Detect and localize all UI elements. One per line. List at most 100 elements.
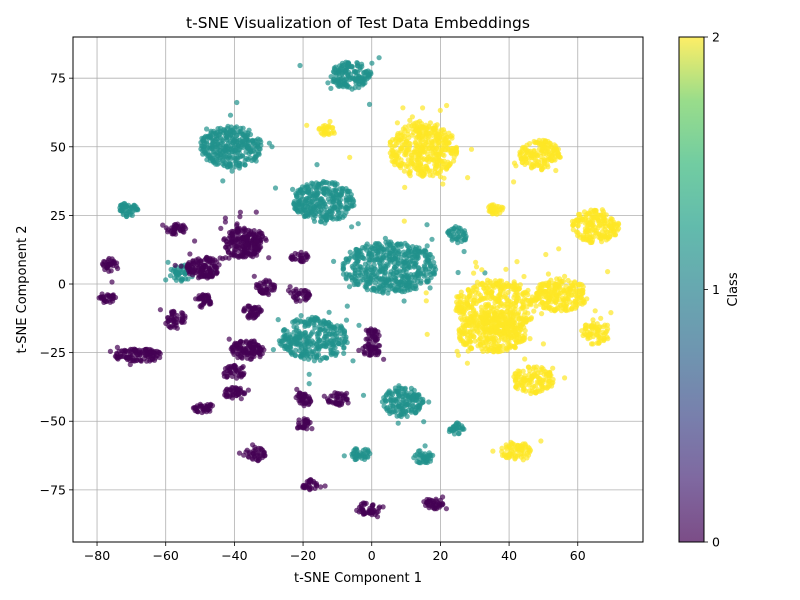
point (514, 331, 521, 337)
point (502, 301, 508, 307)
point (539, 299, 546, 305)
point (216, 262, 222, 268)
point (342, 338, 348, 344)
point (160, 222, 166, 228)
point (306, 291, 312, 297)
point (96, 295, 102, 301)
point (169, 231, 175, 237)
point (330, 350, 336, 356)
data-points (96, 55, 622, 520)
point (527, 447, 534, 453)
point (456, 431, 462, 437)
point (552, 281, 558, 287)
point (311, 354, 317, 360)
point (337, 197, 344, 203)
point (305, 316, 311, 322)
point (311, 358, 317, 364)
point (494, 305, 500, 311)
point (234, 124, 240, 130)
point (306, 371, 312, 377)
point (404, 402, 410, 408)
point (171, 322, 177, 328)
point (190, 268, 196, 274)
point (424, 331, 430, 337)
point (568, 283, 574, 289)
point (331, 199, 337, 205)
point (510, 179, 517, 185)
point (464, 360, 470, 366)
point (392, 287, 398, 293)
point (359, 455, 365, 461)
point (291, 329, 297, 335)
point (227, 162, 233, 168)
point (406, 263, 412, 269)
point (424, 222, 430, 228)
point (378, 284, 384, 290)
point (448, 133, 454, 140)
point (402, 184, 408, 190)
point (387, 407, 393, 413)
point (431, 130, 437, 136)
point (403, 392, 409, 398)
point (579, 328, 585, 334)
point (515, 380, 521, 387)
point (335, 212, 341, 218)
point (299, 252, 305, 258)
point (524, 149, 530, 155)
point (608, 218, 614, 224)
point (540, 281, 547, 287)
point (519, 148, 525, 154)
point (185, 261, 191, 268)
point (124, 213, 130, 219)
point (402, 386, 408, 392)
point (451, 427, 458, 433)
point (355, 221, 361, 227)
point (304, 352, 311, 358)
point (438, 166, 444, 172)
point (513, 163, 519, 169)
point (421, 263, 427, 269)
point (492, 324, 498, 330)
point (354, 247, 360, 253)
point (363, 69, 370, 75)
point (392, 264, 398, 271)
point (266, 255, 272, 261)
point (592, 215, 598, 221)
point (406, 171, 412, 177)
cluster-class-1 (411, 443, 436, 466)
point (310, 317, 316, 323)
point (527, 298, 534, 304)
point (365, 449, 371, 455)
point (253, 209, 259, 215)
point (311, 215, 317, 221)
point (311, 322, 317, 328)
point (423, 298, 429, 304)
point (201, 299, 207, 305)
point (512, 345, 518, 351)
point (401, 288, 408, 295)
point (293, 204, 299, 210)
point (453, 421, 459, 427)
point (357, 263, 363, 270)
point (228, 155, 234, 161)
cluster-class-1 (198, 99, 275, 184)
point (479, 267, 485, 273)
point (595, 225, 601, 231)
point (461, 248, 467, 255)
point (322, 334, 328, 340)
point (471, 297, 478, 303)
point (525, 364, 532, 370)
point (531, 308, 537, 314)
point (392, 409, 398, 415)
point (283, 343, 289, 349)
point (359, 254, 365, 260)
point (235, 354, 241, 361)
point (394, 120, 400, 126)
point (527, 336, 533, 342)
point (495, 297, 501, 303)
point (534, 379, 540, 385)
cluster-class-1 (360, 383, 432, 426)
point (349, 63, 355, 70)
point (368, 69, 374, 75)
